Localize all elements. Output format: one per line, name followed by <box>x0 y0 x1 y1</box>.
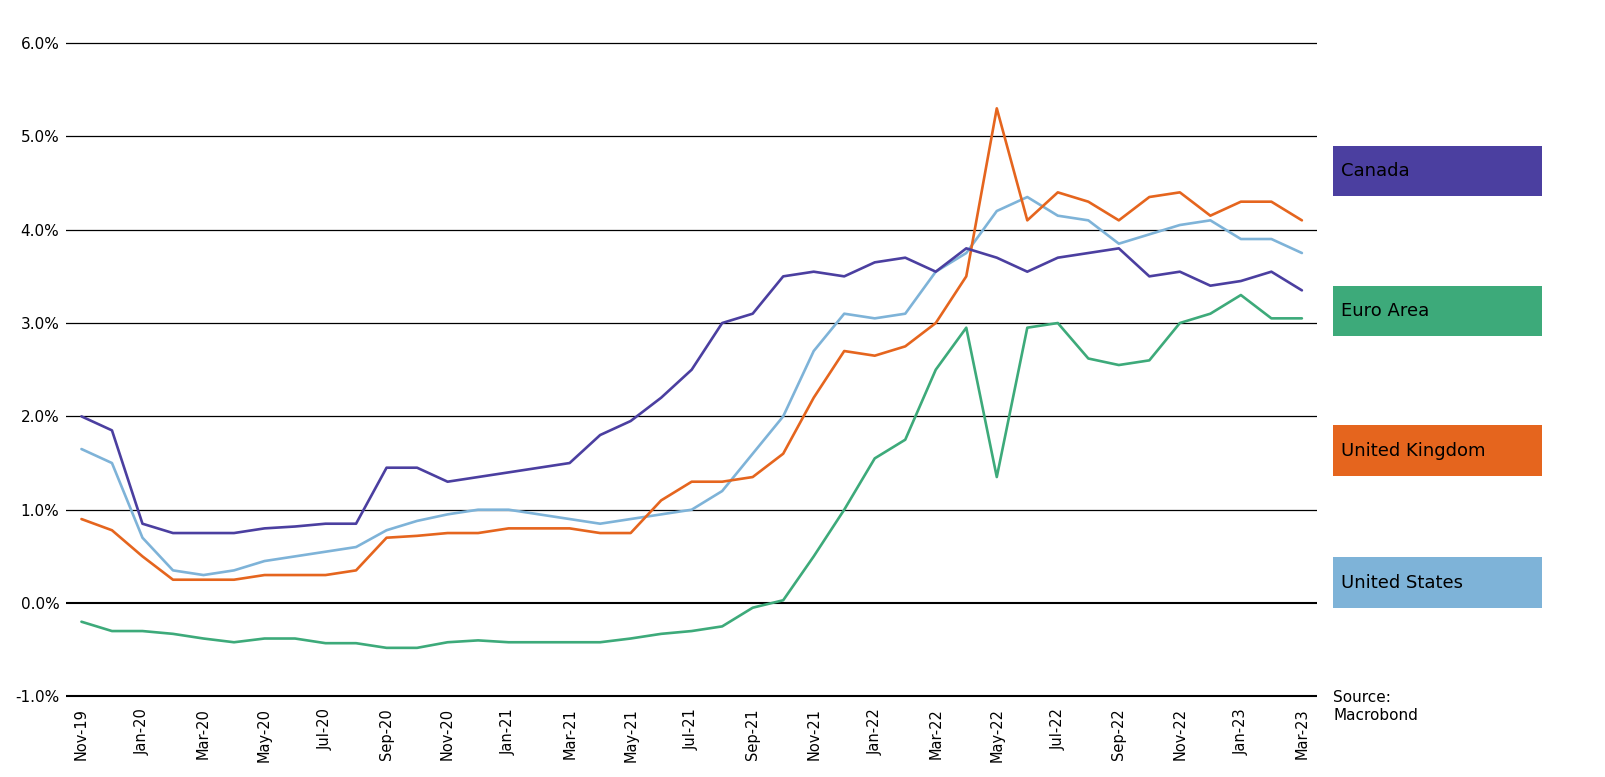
Text: Source:
Macrobond: Source: Macrobond <box>1334 690 1419 723</box>
Text: Canada: Canada <box>1342 162 1409 180</box>
Text: Euro Area: Euro Area <box>1342 301 1430 320</box>
Text: United Kingdom: United Kingdom <box>1342 441 1486 460</box>
Text: United States: United States <box>1342 573 1464 592</box>
